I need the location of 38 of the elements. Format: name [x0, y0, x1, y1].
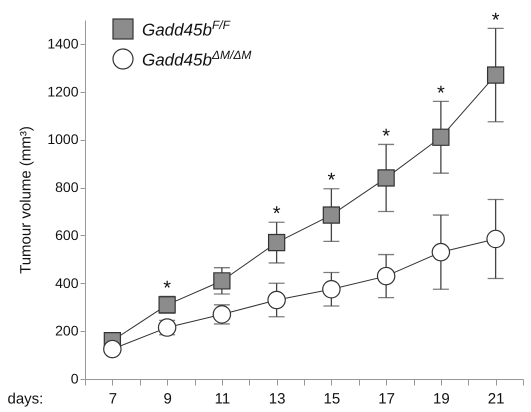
- y-tick-label: 1200: [47, 83, 79, 100]
- annotation: *: [382, 125, 390, 148]
- point: [213, 272, 231, 290]
- x-tick-label: 19: [433, 390, 450, 408]
- annotation: *: [163, 277, 172, 300]
- annotation: *: [272, 203, 281, 226]
- y-tick-label: 1000: [47, 131, 79, 148]
- point: [376, 266, 396, 286]
- y-tick-label: 0: [70, 370, 79, 386]
- x-tick-label: 7: [108, 390, 118, 408]
- point: [103, 340, 122, 358]
- point: [268, 234, 286, 252]
- x-tick-label: 9: [163, 390, 172, 408]
- point: [432, 242, 450, 262]
- x-tick-label: 15: [324, 390, 340, 408]
- legend-label: Gadd45b$^{F/F}$: [142, 18, 230, 40]
- x-axis-title: days:: [8, 390, 44, 408]
- x-tick-label: 17: [378, 390, 395, 408]
- annotation: *: [436, 82, 445, 104]
- y-tick-label: 400: [55, 274, 79, 291]
- point: [377, 169, 395, 187]
- y-tick-label: 200: [55, 322, 79, 339]
- x-tick-label: 11: [214, 390, 230, 408]
- annotation: *: [492, 9, 500, 32]
- point: [322, 280, 341, 298]
- y-tick-label: 1400: [47, 35, 79, 52]
- x-tick-label: 21: [488, 390, 504, 408]
- x-tick-label: 13: [268, 390, 286, 408]
- point: [267, 290, 286, 310]
- y-axis-title: Tumour volume (mm³): [17, 126, 34, 274]
- annotation: *: [327, 170, 336, 192]
- legend-label: Gadd45b$^{ΔM/ΔM}$: [142, 48, 252, 70]
- y-tick-label: 600: [55, 226, 79, 243]
- point: [432, 128, 450, 146]
- point: [486, 66, 504, 84]
- point: [322, 206, 340, 224]
- y-tick-label: 800: [55, 179, 79, 196]
- point: [486, 230, 505, 248]
